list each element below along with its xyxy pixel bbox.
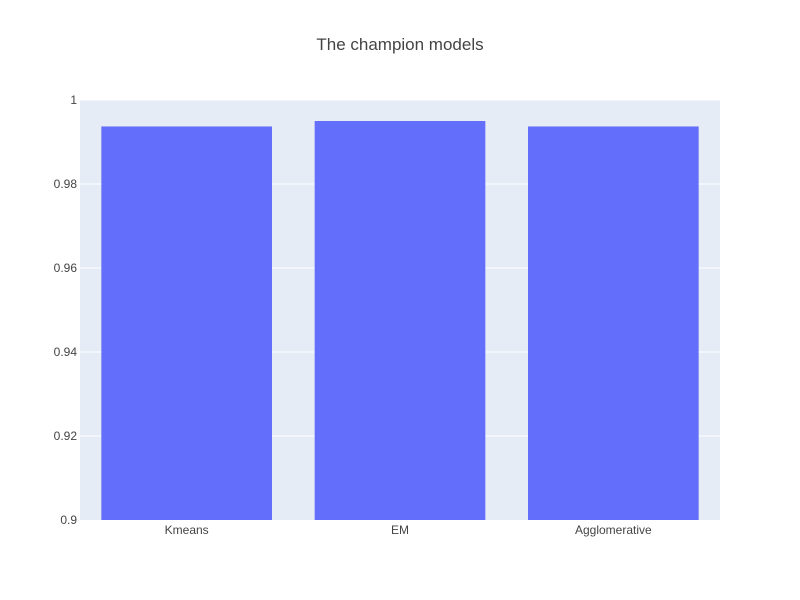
- y-tick-label: 0.9: [60, 513, 77, 527]
- bars: [101, 121, 699, 521]
- chart-title: The champion models: [316, 35, 483, 54]
- y-axis-ticks: 0.9 0.92 0.94 0.96 0.98 1: [54, 93, 78, 527]
- bar-agglomerative[interactable]: [528, 126, 699, 521]
- x-axis-ticks: Kmeans EM Agglomerative: [165, 523, 652, 537]
- y-tick-label: 0.96: [54, 261, 78, 275]
- bar-kmeans[interactable]: [101, 126, 272, 521]
- y-tick-label: 0.98: [54, 177, 78, 191]
- y-tick-label: 0.94: [54, 345, 78, 359]
- x-tick-label: Agglomerative: [575, 523, 652, 537]
- x-tick-label: Kmeans: [165, 523, 209, 537]
- x-tick-label: EM: [391, 523, 409, 537]
- y-tick-label: 0.92: [54, 429, 78, 443]
- y-tick-label: 1: [70, 93, 77, 107]
- bar-em[interactable]: [314, 121, 486, 520]
